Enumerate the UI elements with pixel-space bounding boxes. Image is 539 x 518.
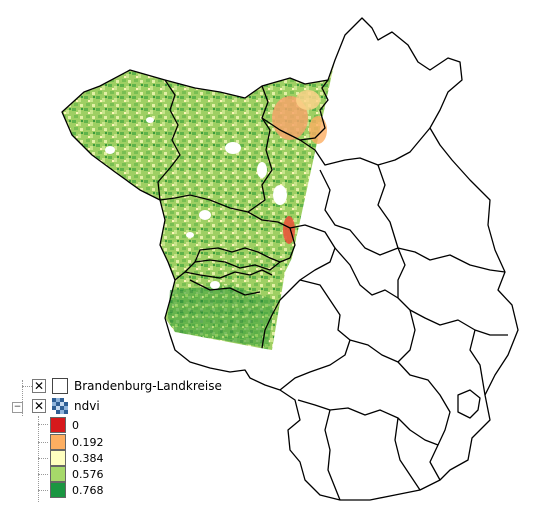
tree-line [38, 424, 48, 425]
layer-visibility-checkbox[interactable]: ✕ [32, 399, 46, 413]
color-swatch [50, 466, 66, 482]
layer-name: Brandenburg-Landkreise [74, 379, 222, 393]
class-label: 0.576 [72, 467, 104, 481]
color-swatch [50, 417, 66, 433]
legend-class: 0 [50, 417, 79, 433]
tree-line [22, 386, 32, 387]
state-outline [61, 17, 519, 501]
layer-name: ndvi [74, 399, 100, 413]
color-swatch [50, 482, 66, 498]
raster-layer-icon [52, 398, 68, 414]
polygon-layer-icon [52, 378, 68, 394]
layers-legend: ✕ Brandenburg-Landkreise − ✕ ndvi 0 0.19… [10, 376, 270, 516]
legend-class: 0.576 [50, 466, 104, 482]
collapse-expander[interactable]: − [12, 402, 23, 413]
layer-row-brandenburg-landkreise[interactable]: ✕ Brandenburg-Landkreise [32, 378, 222, 394]
tree-line [38, 490, 48, 491]
tree-line [38, 474, 48, 475]
class-label: 0.192 [72, 435, 104, 449]
legend-class: 0.192 [50, 434, 104, 450]
layer-visibility-checkbox[interactable]: ✕ [32, 379, 46, 393]
legend-class: 0.768 [50, 482, 104, 498]
color-swatch [50, 450, 66, 466]
ndvi-raster [62, 60, 335, 350]
brandenburg-landkreise-layer [61, 17, 519, 501]
color-swatch [50, 434, 66, 450]
class-label: 0 [72, 418, 79, 432]
tree-line [38, 416, 39, 502]
enclave-outline [457, 389, 481, 419]
legend-class: 0.384 [50, 450, 104, 466]
layer-row-ndvi[interactable]: ✕ ndvi [32, 398, 100, 414]
tree-line [38, 458, 48, 459]
tree-line [38, 442, 48, 443]
class-label: 0.768 [72, 483, 104, 497]
tree-line [22, 380, 23, 416]
class-label: 0.384 [72, 451, 104, 465]
